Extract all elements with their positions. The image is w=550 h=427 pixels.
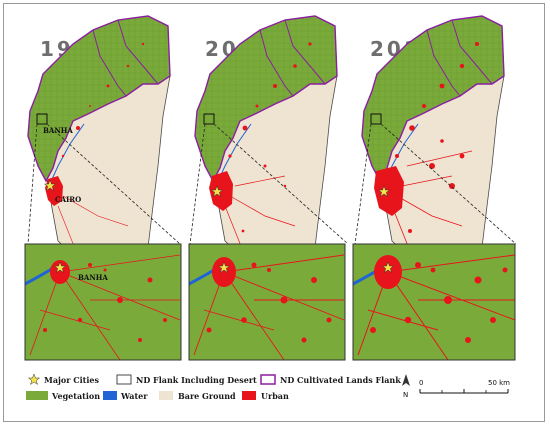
city-marker-banha: BANHA <box>43 126 73 135</box>
north-arrow-icon <box>402 374 410 386</box>
legend-label-water: Water <box>120 391 148 401</box>
north-label: N <box>403 391 408 399</box>
cairo-star-icon <box>43 179 57 192</box>
legend: Major Cities ND Flank Including Desert N… <box>26 373 401 401</box>
city-label-cairo: CAIRO <box>55 195 81 204</box>
legend-label-urban: Urban <box>261 391 289 401</box>
flank-swatch <box>116 374 132 385</box>
vegetation-swatch <box>26 391 48 400</box>
zoom-box-1988 <box>36 113 48 125</box>
scale-label-start: 0 <box>419 379 423 387</box>
city-label-banha: BANHA <box>43 126 73 135</box>
legend-item-bare-ground: Bare Ground <box>159 391 236 401</box>
legend-item-urban: Urban <box>242 391 289 401</box>
legend-item-water: Water <box>103 391 148 401</box>
scale-label-end: 50 km <box>488 379 510 387</box>
legend-label-major-cities: Major Cities <box>44 375 100 385</box>
legend-item-nd-cultivated: ND Cultivated Lands Flank <box>260 374 401 385</box>
legend-label-bare-ground: Bare Ground <box>178 391 236 401</box>
legend-item-vegetation: Vegetation <box>26 391 100 401</box>
legend-item-nd-flank: ND Flank Including Desert <box>116 374 257 385</box>
star-icon <box>27 373 41 386</box>
water-swatch <box>103 391 117 400</box>
zoom-inset-2008 <box>189 244 345 360</box>
urban-swatch <box>242 391 256 400</box>
city-marker-cairo: CAIRO <box>43 179 81 204</box>
legend-label-vegetation: Vegetation <box>51 391 100 401</box>
legend-label-nd-flank: ND Flank Including Desert <box>136 375 257 385</box>
zoom-inset-2017 <box>353 244 515 360</box>
north-arrow: N <box>402 374 410 399</box>
cultivated-swatch <box>260 374 276 385</box>
map-panel-2008 <box>194 15 338 269</box>
zoom-inset-1988: BANHA <box>25 244 181 360</box>
legend-item-major-cities: Major Cities <box>27 373 100 386</box>
banha-star-icon <box>53 261 67 274</box>
bare-ground-swatch <box>159 391 173 400</box>
legend-label-nd-cultivated: ND Cultivated Lands Flank <box>280 375 401 385</box>
inset-label-banha: BANHA <box>78 273 108 282</box>
scale-bar: 0 50 km <box>419 379 510 394</box>
